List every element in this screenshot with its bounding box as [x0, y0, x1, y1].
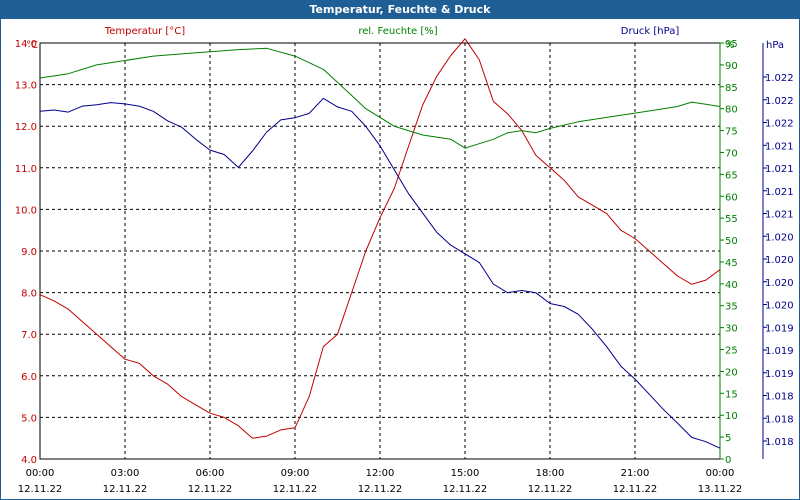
x-tick-time: 18:00: [536, 468, 565, 479]
pressure-tick-label: 1.021: [765, 210, 794, 221]
temp-tick-label: 8.0: [21, 289, 37, 300]
x-tick-time: 15:00: [451, 468, 480, 479]
humidity-tick-label: 30: [725, 324, 738, 335]
grid: [39, 42, 721, 460]
pressure-tick-label: 1.022: [765, 119, 794, 130]
humidity-tick-label: 40: [725, 280, 738, 291]
humidity-tick-label: 70: [725, 148, 738, 159]
series-layer: [39, 38, 721, 449]
x-tick-date: 12.11.22: [103, 484, 148, 495]
x-tick-date: 12.11.22: [273, 484, 318, 495]
x-tick-time: 03:00: [111, 468, 140, 479]
x-tick-date: 12.11.22: [188, 484, 233, 495]
humidity-tick-label: 60: [725, 192, 738, 203]
humidity-tick-label: 85: [725, 83, 738, 94]
humidity-tick-label: 10: [725, 411, 738, 422]
temp-tick-label: 13.0: [15, 81, 37, 92]
x-tick-time: 06:00: [196, 468, 225, 479]
x-tick-time: 09:00: [281, 468, 310, 479]
x-tick-date: 12.11.22: [528, 484, 573, 495]
humidity-tick-label: 25: [725, 346, 738, 357]
pressure-tick-label: 1.020: [765, 278, 794, 289]
humidity-tick-label: 20: [725, 367, 738, 378]
pressure-tick-label: 1.018: [765, 392, 794, 403]
pressure-tick-label: 1.019: [765, 346, 794, 357]
temp-axis-title: Temperatur [°C]: [104, 26, 185, 37]
pressure-tick-label: 1.020: [765, 232, 794, 243]
x-tick-date: 12.11.22: [613, 484, 658, 495]
pressure-line: [39, 97, 721, 449]
humidity-tick-label: 55: [725, 214, 738, 225]
x-tick-time: 00:00: [706, 468, 735, 479]
pressure-tick-label: 1.022: [765, 73, 794, 84]
humidity-tick-label: 45: [725, 258, 738, 269]
pressure-tick-label: 1.021: [765, 187, 794, 198]
humidity-tick-label: 5: [725, 433, 731, 444]
x-tick-date: 13.11.22: [698, 484, 743, 495]
pressure-tick-label: 1.021: [765, 141, 794, 152]
temp-tick-label: 10.0: [15, 205, 37, 216]
humidity-tick-label: 80: [725, 105, 738, 116]
temperature-line: [39, 38, 721, 439]
x-tick-time: 21:00: [621, 468, 650, 479]
humidity-tick-label: 95: [725, 39, 738, 50]
pressure-tick-label: 1.018: [765, 414, 794, 425]
temp-tick-label: 12.0: [15, 122, 37, 133]
temp-tick-label: 14.0: [15, 39, 37, 50]
pressure-tick-label: 1.020: [765, 301, 794, 312]
pressure-tick-label: 1.021: [765, 164, 794, 175]
temp-tick-label: 11.0: [15, 164, 37, 175]
pressure-tick-label: 1.022: [765, 96, 794, 107]
humidity-tick-label: 0: [725, 455, 731, 466]
pressure-tick-label: 1.019: [765, 323, 794, 334]
humidity-tick-label: 50: [725, 236, 738, 247]
humidity-tick-label: 90: [725, 61, 738, 72]
pressure-axis-title: Druck [hPa]: [621, 26, 680, 37]
humidity-unit-label: %: [725, 40, 735, 51]
plot-frame: [39, 42, 767, 460]
pressure-tick-label: 1.019: [765, 369, 794, 380]
humidity-line: [39, 47, 721, 149]
temp-tick-label: 7.0: [21, 330, 37, 341]
x-tick-time: 00:00: [26, 468, 55, 479]
pressure-unit-label: hPa: [766, 40, 784, 51]
temp-tick-label: 5.0: [21, 413, 37, 424]
x-tick-date: 12.11.22: [18, 484, 63, 495]
humidity-tick-label: 15: [725, 389, 738, 400]
window-title: Temperatur, Feuchte & Druck: [1, 1, 799, 19]
temp-unit-label: °C: [26, 40, 38, 51]
axis-labels: 4.05.06.07.08.09.010.011.012.013.014.000…: [15, 26, 794, 495]
temp-tick-label: 4.0: [21, 455, 37, 466]
humidity-tick-label: 65: [725, 170, 738, 181]
pressure-tick-label: 1.020: [765, 255, 794, 266]
temp-tick-label: 6.0: [21, 372, 37, 383]
temp-tick-label: 9.0: [21, 247, 37, 258]
humidity-tick-label: 75: [725, 127, 738, 138]
x-tick-date: 12.11.22: [443, 484, 488, 495]
pressure-tick-label: 1.018: [765, 437, 794, 448]
humidity-tick-label: 35: [725, 302, 738, 313]
humidity-axis-title: rel. Feuchte [%]: [358, 26, 437, 37]
x-tick-time: 12:00: [366, 468, 395, 479]
x-tick-date: 12.11.22: [358, 484, 403, 495]
